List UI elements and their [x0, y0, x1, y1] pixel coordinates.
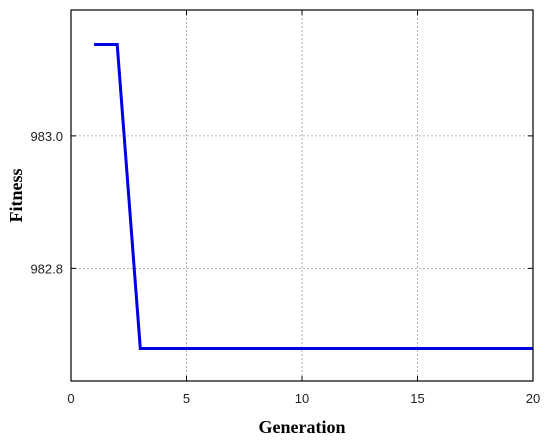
y-tick-label: 982.8 — [30, 261, 63, 276]
y-tick-label: 983.0 — [30, 129, 63, 144]
grid-lines — [71, 10, 533, 381]
x-tick-label: 20 — [526, 391, 540, 406]
x-tick-label: 15 — [410, 391, 424, 406]
series-layer — [94, 42, 533, 351]
x-tick-label: 0 — [67, 391, 74, 406]
x-axis-title: Generation — [259, 417, 346, 437]
x-tick-label: 5 — [183, 391, 190, 406]
x-tick-label: 10 — [295, 391, 309, 406]
tick-marks — [70, 10, 534, 381]
y-tick-labels: 982.8 983.0 — [30, 129, 63, 277]
x-tick-labels: 0 5 10 15 20 — [67, 391, 540, 406]
y-axis-title: Fitness — [6, 169, 26, 223]
fitness-series-line — [94, 42, 533, 351]
